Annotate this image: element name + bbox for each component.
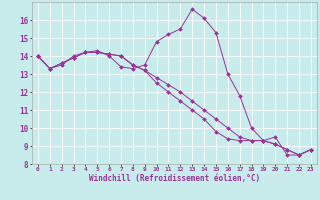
X-axis label: Windchill (Refroidissement éolien,°C): Windchill (Refroidissement éolien,°C) [89,174,260,183]
